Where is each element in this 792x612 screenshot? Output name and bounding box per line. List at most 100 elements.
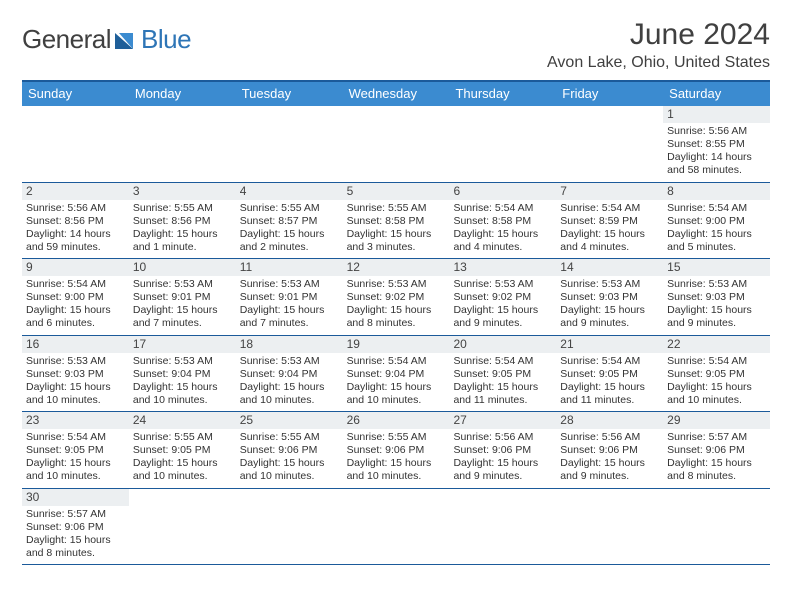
daylight-text: Daylight: 15 hours and 10 minutes. bbox=[26, 381, 125, 407]
day-cell: 29Sunrise: 5:57 AMSunset: 9:06 PMDayligh… bbox=[663, 412, 770, 488]
day-number: 14 bbox=[556, 259, 663, 276]
day-cell: 16Sunrise: 5:53 AMSunset: 9:03 PMDayligh… bbox=[22, 336, 129, 412]
daylight-text: Daylight: 15 hours and 4 minutes. bbox=[560, 228, 659, 254]
sunset-text: Sunset: 8:55 PM bbox=[667, 138, 766, 151]
day-number: 16 bbox=[22, 336, 129, 353]
sunset-text: Sunset: 9:05 PM bbox=[453, 368, 552, 381]
sunset-text: Sunset: 9:06 PM bbox=[26, 521, 125, 534]
daylight-text: Daylight: 15 hours and 7 minutes. bbox=[133, 304, 232, 330]
day-number: 12 bbox=[343, 259, 450, 276]
location-subtitle: Avon Lake, Ohio, United States bbox=[547, 54, 770, 72]
sunrise-text: Sunrise: 5:54 AM bbox=[560, 355, 659, 368]
sunrise-text: Sunrise: 5:53 AM bbox=[133, 355, 232, 368]
logo-text-blue: Blue bbox=[141, 24, 191, 55]
sunset-text: Sunset: 9:04 PM bbox=[133, 368, 232, 381]
sunrise-text: Sunrise: 5:53 AM bbox=[347, 278, 446, 291]
daylight-text: Daylight: 15 hours and 10 minutes. bbox=[133, 381, 232, 407]
day-number: 2 bbox=[22, 183, 129, 200]
day-header: Friday bbox=[556, 82, 663, 106]
day-number: 6 bbox=[449, 183, 556, 200]
logo-text-dark: General bbox=[22, 24, 111, 55]
month-title: June 2024 bbox=[547, 18, 770, 52]
day-number: 26 bbox=[343, 412, 450, 429]
day-cell-empty bbox=[449, 106, 556, 182]
daylight-text: Daylight: 15 hours and 10 minutes. bbox=[667, 381, 766, 407]
day-cell: 4Sunrise: 5:55 AMSunset: 8:57 PMDaylight… bbox=[236, 183, 343, 259]
day-cell-empty bbox=[129, 106, 236, 182]
day-number: 13 bbox=[449, 259, 556, 276]
day-cell: 25Sunrise: 5:55 AMSunset: 9:06 PMDayligh… bbox=[236, 412, 343, 488]
day-cell: 7Sunrise: 5:54 AMSunset: 8:59 PMDaylight… bbox=[556, 183, 663, 259]
sunset-text: Sunset: 8:56 PM bbox=[26, 215, 125, 228]
day-number: 4 bbox=[236, 183, 343, 200]
week-row: 16Sunrise: 5:53 AMSunset: 9:03 PMDayligh… bbox=[22, 336, 770, 413]
day-cell: 24Sunrise: 5:55 AMSunset: 9:05 PMDayligh… bbox=[129, 412, 236, 488]
day-cell: 2 Sunrise: 5:56 AMSunset: 8:56 PMDaylight… bbox=[22, 183, 129, 259]
day-cell: 12Sunrise: 5:53 AMSunset: 9:02 PMDayligh… bbox=[343, 259, 450, 335]
sunrise-text: Sunrise: 5:57 AM bbox=[667, 431, 766, 444]
sunrise-text: Sunrise: 5:54 AM bbox=[347, 355, 446, 368]
sunrise-text: Sunrise: 5:55 AM bbox=[133, 431, 232, 444]
sunrise-text: Sunrise: 5:53 AM bbox=[26, 355, 125, 368]
daylight-text: Daylight: 15 hours and 9 minutes. bbox=[453, 457, 552, 483]
day-cell: 17Sunrise: 5:53 AMSunset: 9:04 PMDayligh… bbox=[129, 336, 236, 412]
sunrise-text: Sunrise: 5:56 AM bbox=[26, 202, 125, 215]
daylight-text: Daylight: 15 hours and 2 minutes. bbox=[240, 228, 339, 254]
day-cell: 18Sunrise: 5:53 AMSunset: 9:04 PMDayligh… bbox=[236, 336, 343, 412]
logo: General Blue bbox=[22, 24, 191, 55]
day-cell: 9Sunrise: 5:54 AMSunset: 9:00 PMDaylight… bbox=[22, 259, 129, 335]
daylight-text: Daylight: 15 hours and 9 minutes. bbox=[560, 304, 659, 330]
day-cell: 20Sunrise: 5:54 AMSunset: 9:05 PMDayligh… bbox=[449, 336, 556, 412]
day-cell: 22Sunrise: 5:54 AMSunset: 9:05 PMDayligh… bbox=[663, 336, 770, 412]
day-number: 8 bbox=[663, 183, 770, 200]
day-cell: 13Sunrise: 5:53 AMSunset: 9:02 PMDayligh… bbox=[449, 259, 556, 335]
daylight-text: Daylight: 15 hours and 10 minutes. bbox=[26, 457, 125, 483]
daylight-text: Daylight: 15 hours and 7 minutes. bbox=[240, 304, 339, 330]
day-cell: 19Sunrise: 5:54 AMSunset: 9:04 PMDayligh… bbox=[343, 336, 450, 412]
sunrise-text: Sunrise: 5:53 AM bbox=[240, 355, 339, 368]
sunset-text: Sunset: 9:03 PM bbox=[667, 291, 766, 304]
day-number: 11 bbox=[236, 259, 343, 276]
daylight-text: Daylight: 15 hours and 8 minutes. bbox=[347, 304, 446, 330]
day-cell: 3Sunrise: 5:55 AMSunset: 8:56 PMDaylight… bbox=[129, 183, 236, 259]
day-number: 5 bbox=[343, 183, 450, 200]
daylight-text: Daylight: 14 hours and 59 minutes. bbox=[26, 228, 125, 254]
daylight-text: Daylight: 15 hours and 10 minutes. bbox=[347, 457, 446, 483]
sunrise-text: Sunrise: 5:54 AM bbox=[453, 355, 552, 368]
day-header: Thursday bbox=[449, 82, 556, 106]
daylight-text: Daylight: 15 hours and 1 minute. bbox=[133, 228, 232, 254]
day-header: Saturday bbox=[663, 82, 770, 106]
day-number: 24 bbox=[129, 412, 236, 429]
day-number: 19 bbox=[343, 336, 450, 353]
day-cell: 5Sunrise: 5:55 AMSunset: 8:58 PMDaylight… bbox=[343, 183, 450, 259]
day-cell-empty bbox=[343, 106, 450, 182]
daylight-text: Daylight: 15 hours and 11 minutes. bbox=[560, 381, 659, 407]
sunset-text: Sunset: 9:06 PM bbox=[667, 444, 766, 457]
daylight-text: Daylight: 15 hours and 4 minutes. bbox=[453, 228, 552, 254]
sunrise-text: Sunrise: 5:54 AM bbox=[667, 202, 766, 215]
sunset-text: Sunset: 8:56 PM bbox=[133, 215, 232, 228]
day-number: 10 bbox=[129, 259, 236, 276]
day-cell: 11 Sunrise: 5:53 AMSunset: 9:01 PMDayligh… bbox=[236, 259, 343, 335]
sunset-text: Sunset: 9:01 PM bbox=[240, 291, 339, 304]
sunset-text: Sunset: 9:05 PM bbox=[26, 444, 125, 457]
day-cell: 8Sunrise: 5:54 AMSunset: 9:00 PMDaylight… bbox=[663, 183, 770, 259]
day-cell: 28Sunrise: 5:56 AMSunset: 9:06 PMDayligh… bbox=[556, 412, 663, 488]
week-row: 2Sunrise: 5:56 AMSunset: 8:56 PMDaylight… bbox=[22, 183, 770, 260]
day-header-row: SundayMondayTuesdayWednesdayThursdayFrid… bbox=[22, 82, 770, 106]
sunset-text: Sunset: 9:06 PM bbox=[347, 444, 446, 457]
week-row: 9Sunrise: 5:54 AMSunset: 9:00 PMDaylight… bbox=[22, 259, 770, 336]
day-cell-empty bbox=[236, 489, 343, 565]
day-cell-empty bbox=[556, 106, 663, 182]
sunset-text: Sunset: 8:59 PM bbox=[560, 215, 659, 228]
day-cell: 23Sunrise: 5:54 AMSunset: 9:05 PMDayligh… bbox=[22, 412, 129, 488]
sunrise-text: Sunrise: 5:53 AM bbox=[240, 278, 339, 291]
sunrise-text: Sunrise: 5:53 AM bbox=[133, 278, 232, 291]
day-cell: 30Sunrise: 5:57 AMSunset: 9:06 PMDayligh… bbox=[22, 489, 129, 565]
sunrise-text: Sunrise: 5:53 AM bbox=[560, 278, 659, 291]
day-number: 28 bbox=[556, 412, 663, 429]
daylight-text: Daylight: 15 hours and 9 minutes. bbox=[667, 304, 766, 330]
day-number: 3 bbox=[129, 183, 236, 200]
sunset-text: Sunset: 9:06 PM bbox=[560, 444, 659, 457]
calendar-body: 1Sunrise: 5:56 AMSunset: 8:55 PMDaylight… bbox=[22, 106, 770, 565]
